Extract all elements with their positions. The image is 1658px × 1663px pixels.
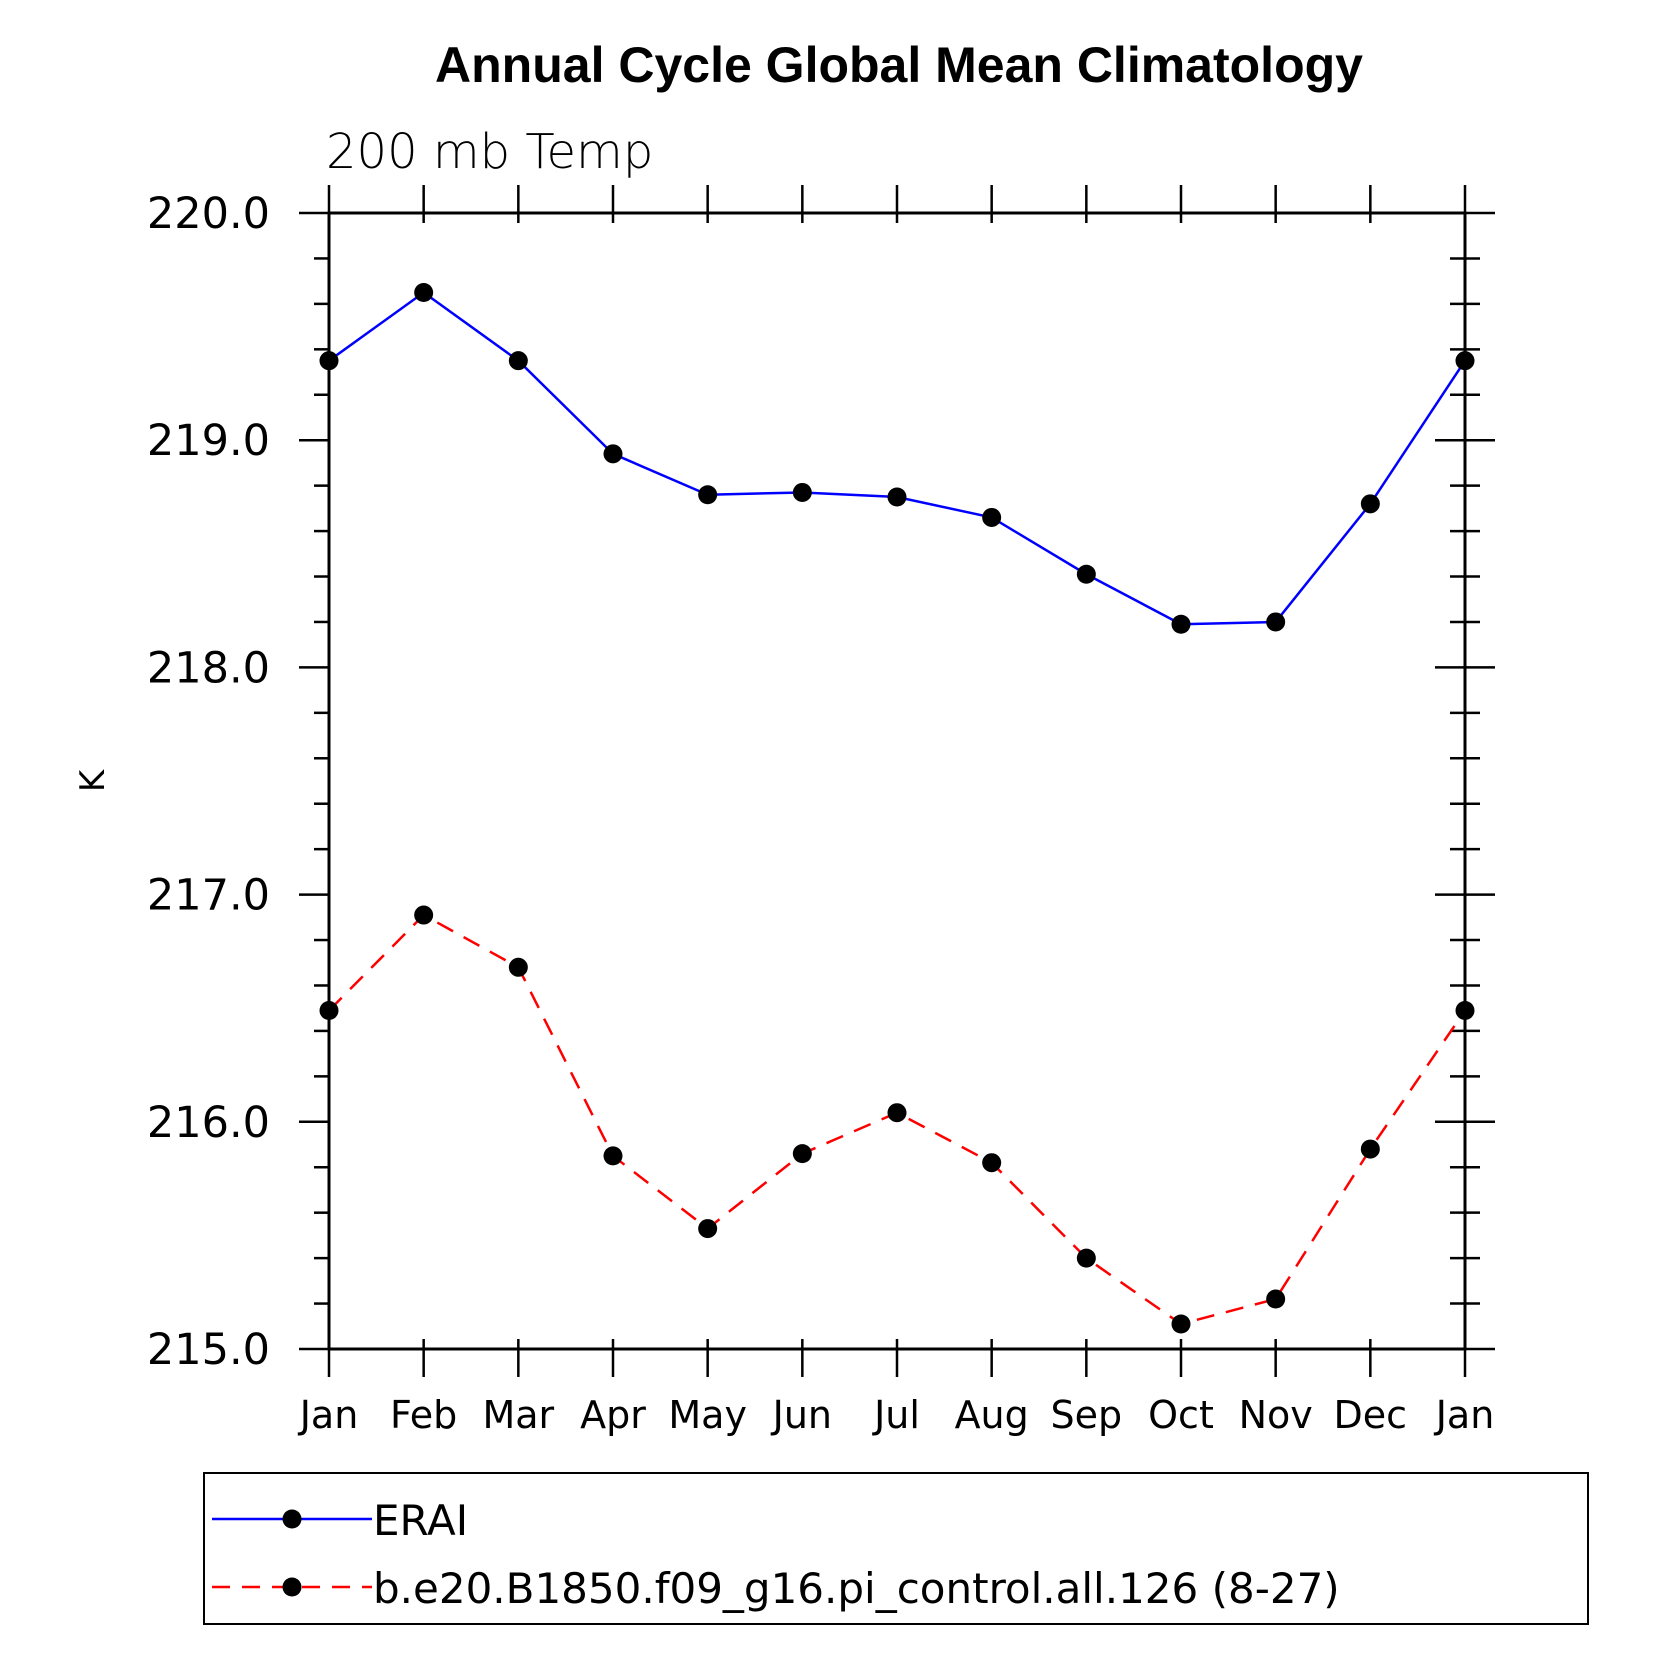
- data-point-series-1: [1360, 494, 1380, 514]
- data-point-series-2: [319, 1000, 339, 1020]
- y-tick-label: 220.0: [147, 189, 270, 239]
- x-tick-label: Aug: [955, 1393, 1029, 1437]
- legend-label-series-1: ERAI: [373, 1496, 468, 1545]
- x-tick-label: Jan: [298, 1393, 359, 1437]
- x-tick-label: Apr: [580, 1393, 646, 1437]
- y-tick-label: 218.0: [147, 643, 270, 693]
- legend-box: [203, 1472, 1589, 1625]
- data-point-series-1: [1076, 564, 1096, 584]
- data-point-series-2: [887, 1103, 907, 1123]
- y-tick-label: 216.0: [147, 1098, 270, 1148]
- plot-frame: [327, 211, 1467, 1351]
- data-point-series-1: [414, 283, 434, 303]
- x-tick-label: Sep: [1051, 1393, 1123, 1437]
- data-point-series-1: [698, 485, 718, 505]
- data-point-series-1: [982, 507, 1002, 527]
- x-tick-label: May: [668, 1393, 747, 1437]
- x-tick-label: Jan: [1434, 1393, 1495, 1437]
- x-tick-label: Jun: [771, 1393, 832, 1437]
- y-axis-label: K: [73, 768, 113, 792]
- y-tick-label: 219.0: [147, 416, 270, 466]
- data-point-series-2: [603, 1146, 623, 1166]
- data-point-series-2: [1076, 1248, 1096, 1268]
- data-point-series-1: [1171, 614, 1191, 634]
- y-tick-label: 217.0: [147, 871, 270, 921]
- data-point-series-2: [414, 905, 434, 925]
- data-point-series-1: [1266, 612, 1286, 632]
- y-tick-label: 215.0: [147, 1325, 270, 1375]
- chart-subtitle: 200 mb Temp: [326, 124, 653, 180]
- x-tick-label: Dec: [1334, 1393, 1408, 1437]
- data-point-series-1: [792, 482, 812, 502]
- data-point-series-2: [1171, 1314, 1191, 1334]
- legend-marker-series-2: [282, 1577, 302, 1597]
- legend-label-series-2: b.e20.B1850.f09_g16.pi_control.all.126 (…: [373, 1564, 1340, 1613]
- legend-marker-series-1: [282, 1509, 302, 1529]
- x-tick-label: Oct: [1148, 1393, 1214, 1437]
- data-point-series-2: [982, 1153, 1002, 1173]
- chart-title: Annual Cycle Global Mean Climatology: [435, 37, 1363, 93]
- data-point-series-2: [508, 957, 528, 977]
- data-point-series-1: [319, 351, 339, 371]
- x-tick-label: Nov: [1239, 1393, 1313, 1437]
- data-point-series-2: [698, 1219, 718, 1239]
- data-point-series-2: [792, 1144, 812, 1164]
- data-point-series-1: [508, 351, 528, 371]
- series-line-1: [328, 291, 1467, 626]
- data-point-series-1: [603, 444, 623, 464]
- data-point-series-2: [1360, 1139, 1380, 1159]
- data-point-series-1: [887, 487, 907, 507]
- x-tick-label: Jul: [872, 1393, 920, 1437]
- x-tick-label: Feb: [390, 1393, 457, 1437]
- data-point-series-1: [1455, 351, 1475, 371]
- data-point-series-2: [1455, 1000, 1475, 1020]
- data-point-series-2: [1266, 1289, 1286, 1309]
- x-tick-label: Mar: [482, 1393, 554, 1437]
